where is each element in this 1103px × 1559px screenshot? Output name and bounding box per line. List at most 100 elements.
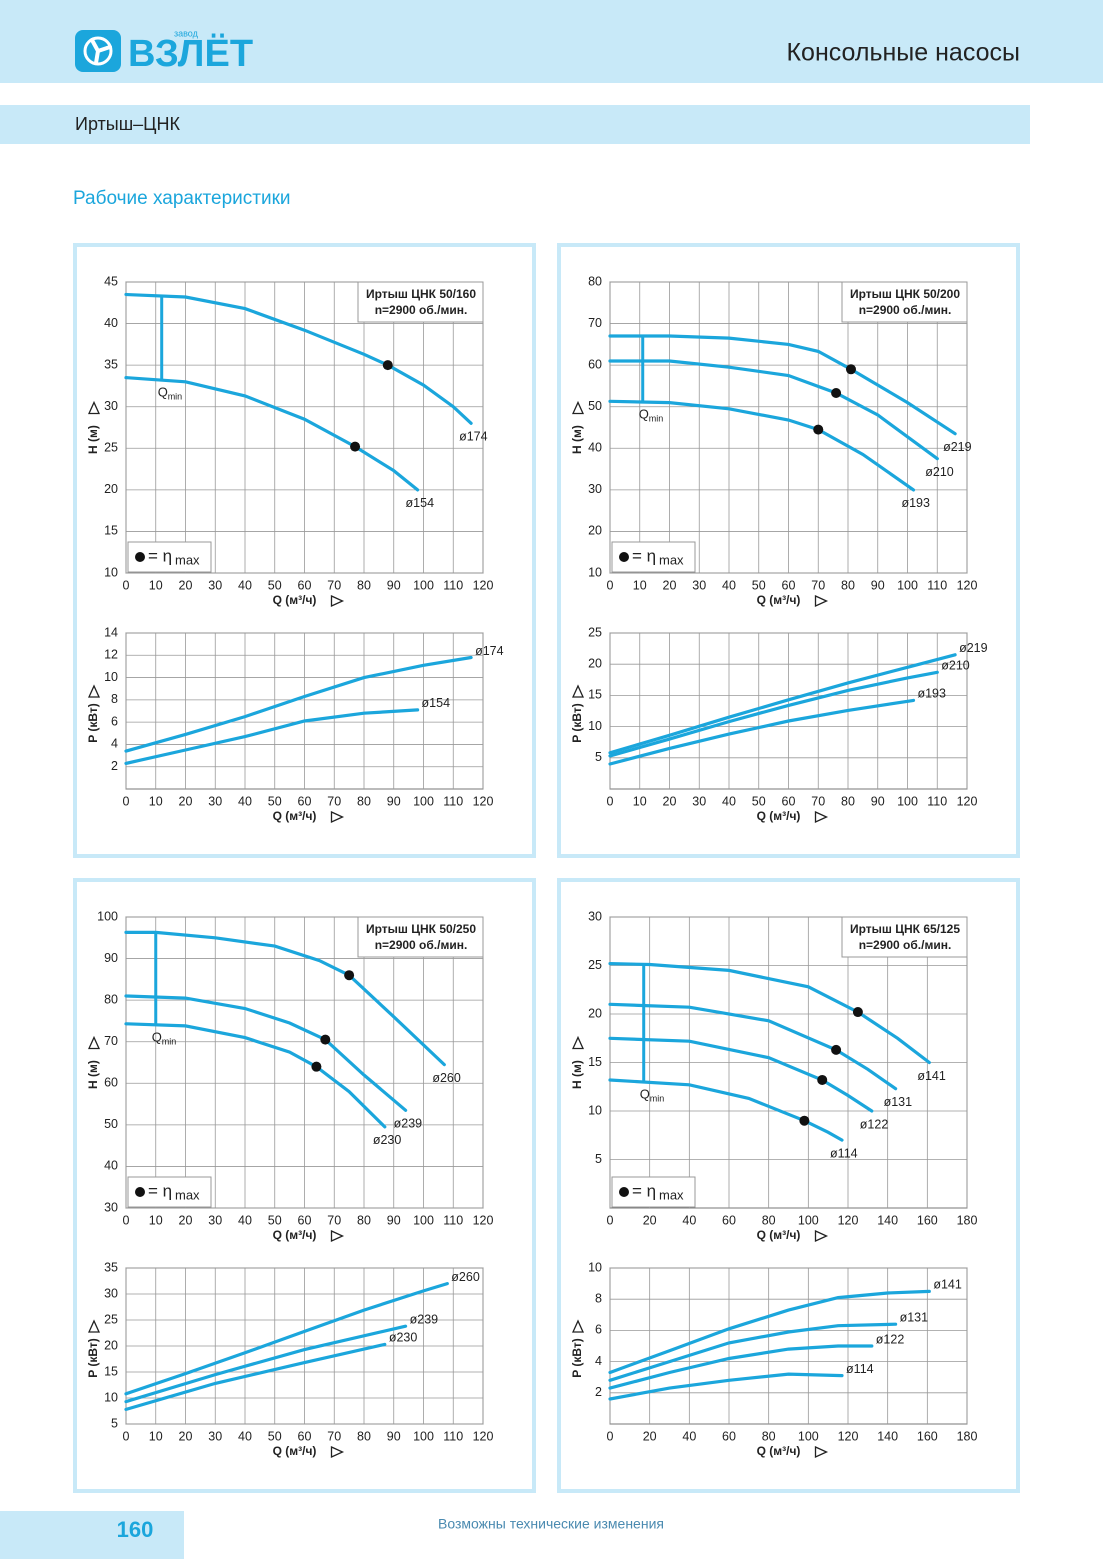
x-tick-label: 10 xyxy=(633,794,647,808)
curve-label: ø154 xyxy=(406,496,435,510)
legend-subscript: max xyxy=(659,1187,684,1202)
x-tick-label: 120 xyxy=(473,1213,494,1227)
y-axis-label: H (м) xyxy=(86,1060,100,1089)
nameplate xyxy=(841,281,968,323)
header-band xyxy=(0,0,1103,83)
x-tick-label: 40 xyxy=(238,578,252,592)
y-tick-label: 20 xyxy=(104,482,118,496)
y-tick-label: 90 xyxy=(104,951,118,965)
y-tick-label: 60 xyxy=(588,357,602,371)
y-tick-label: 8 xyxy=(595,1291,602,1305)
legend-text: = η xyxy=(148,1181,172,1200)
nameplate xyxy=(357,281,484,323)
y-tick-label: 15 xyxy=(104,524,118,538)
legend-subscript: max xyxy=(175,1187,200,1202)
axis-arrow xyxy=(571,684,585,698)
curve-label: ø154 xyxy=(422,696,451,710)
curve xyxy=(124,1282,449,1396)
curve xyxy=(124,655,473,753)
axis-arrow xyxy=(814,1229,829,1243)
y-tick-label: 5 xyxy=(111,1416,118,1430)
x-tick-label: 80 xyxy=(357,578,371,592)
x-tick-label: 100 xyxy=(413,1429,434,1443)
chart-subtitle: n=2900 об./мин. xyxy=(375,938,468,952)
axis-arrow xyxy=(87,684,101,698)
axis-arrow xyxy=(87,1035,101,1050)
x-tick-label: 40 xyxy=(238,794,252,808)
axis-arrow xyxy=(571,1319,585,1333)
legend-marker xyxy=(135,552,145,562)
curve-label: ø219 xyxy=(959,641,988,655)
x-tick-label: 0 xyxy=(607,1213,614,1227)
curve xyxy=(608,1289,931,1375)
x-tick-label: 10 xyxy=(149,1213,163,1227)
y-tick-label: 6 xyxy=(111,714,118,728)
x-tick-label: 120 xyxy=(838,1429,859,1443)
panel-frame xyxy=(73,878,536,1493)
y-tick-label: 15 xyxy=(588,688,602,702)
eta-max-point xyxy=(799,1115,810,1126)
y-tick-label: 50 xyxy=(104,1117,118,1131)
x-tick-label: 40 xyxy=(238,1429,252,1443)
x-tick-label: 20 xyxy=(179,578,193,592)
y-tick-label: 30 xyxy=(104,1200,118,1214)
x-tick-label: 40 xyxy=(682,1213,696,1227)
eta-max-point xyxy=(845,364,856,375)
y-tick-label: 50 xyxy=(588,399,602,413)
x-tick-label: 40 xyxy=(238,1213,252,1227)
y-tick-label: 25 xyxy=(588,958,602,972)
chart-subtitle: n=2900 об./мин. xyxy=(859,938,952,952)
head-chart: 0 10 20 30 40 50 60 70 80 90 100 110 120 10 15 20 25 30 35… xyxy=(86,274,493,607)
y-tick-label: 70 xyxy=(104,1034,118,1048)
curve-label: ø230 xyxy=(389,1331,418,1345)
x-tick-label: 70 xyxy=(327,794,341,808)
eta-max-point xyxy=(813,424,824,435)
logo xyxy=(75,30,121,72)
curve xyxy=(124,1342,387,1411)
panel-frame xyxy=(557,878,1020,1493)
eta-max-point xyxy=(817,1074,828,1085)
x-tick-label: 60 xyxy=(782,578,796,592)
x-tick-label: 30 xyxy=(208,1213,222,1227)
x-tick-label: 0 xyxy=(607,578,614,592)
y-axis-label: P (кВт) xyxy=(570,703,584,743)
curve-label: ø131 xyxy=(884,1095,913,1109)
x-tick-label: 110 xyxy=(443,1429,463,1443)
curve xyxy=(608,1372,844,1401)
y-tick-label: 80 xyxy=(104,992,118,1006)
head-chart: 0 20 40 60 80 100 120 140 160 180 5 10 15 20 25 30 Q (м³… xyxy=(570,909,977,1242)
x-tick-label: 30 xyxy=(692,794,706,808)
curve xyxy=(124,376,420,492)
nameplate xyxy=(357,916,484,958)
axis-arrow xyxy=(330,1229,345,1243)
header-title: Консольные насосы xyxy=(786,39,1020,67)
y-tick-label: 2 xyxy=(111,759,118,773)
y-tick-label: 15 xyxy=(588,1055,602,1069)
x-tick-label: 140 xyxy=(877,1213,898,1227)
x-tick-label: 100 xyxy=(798,1213,819,1227)
chart-title: Иртыш ЦНК 50/160 xyxy=(366,287,476,301)
y-tick-label: 70 xyxy=(588,316,602,330)
curve-label: ø239 xyxy=(410,1313,439,1327)
y-tick-label: 25 xyxy=(588,625,602,639)
curve xyxy=(608,1322,898,1382)
axis-arrow xyxy=(87,400,101,415)
legend-marker xyxy=(619,1187,629,1197)
axis-arrow xyxy=(571,400,585,415)
x-tick-label: 180 xyxy=(957,1429,978,1443)
x-tick-label: 0 xyxy=(123,794,130,808)
x-axis-label: Q (м³/ч) xyxy=(273,593,317,607)
panel-frame xyxy=(557,243,1020,858)
curve xyxy=(608,334,957,436)
x-tick-label: 70 xyxy=(327,578,341,592)
x-tick-label: 20 xyxy=(663,794,677,808)
curve xyxy=(608,359,939,461)
legend-text: = η xyxy=(632,546,656,565)
y-tick-label: 30 xyxy=(104,1286,118,1300)
legend-text: = η xyxy=(148,546,172,565)
x-tick-label: 90 xyxy=(387,1429,401,1443)
x-tick-label: 50 xyxy=(268,794,282,808)
y-tick-label: 40 xyxy=(104,1159,118,1173)
y-tick-label: 4 xyxy=(111,737,118,751)
